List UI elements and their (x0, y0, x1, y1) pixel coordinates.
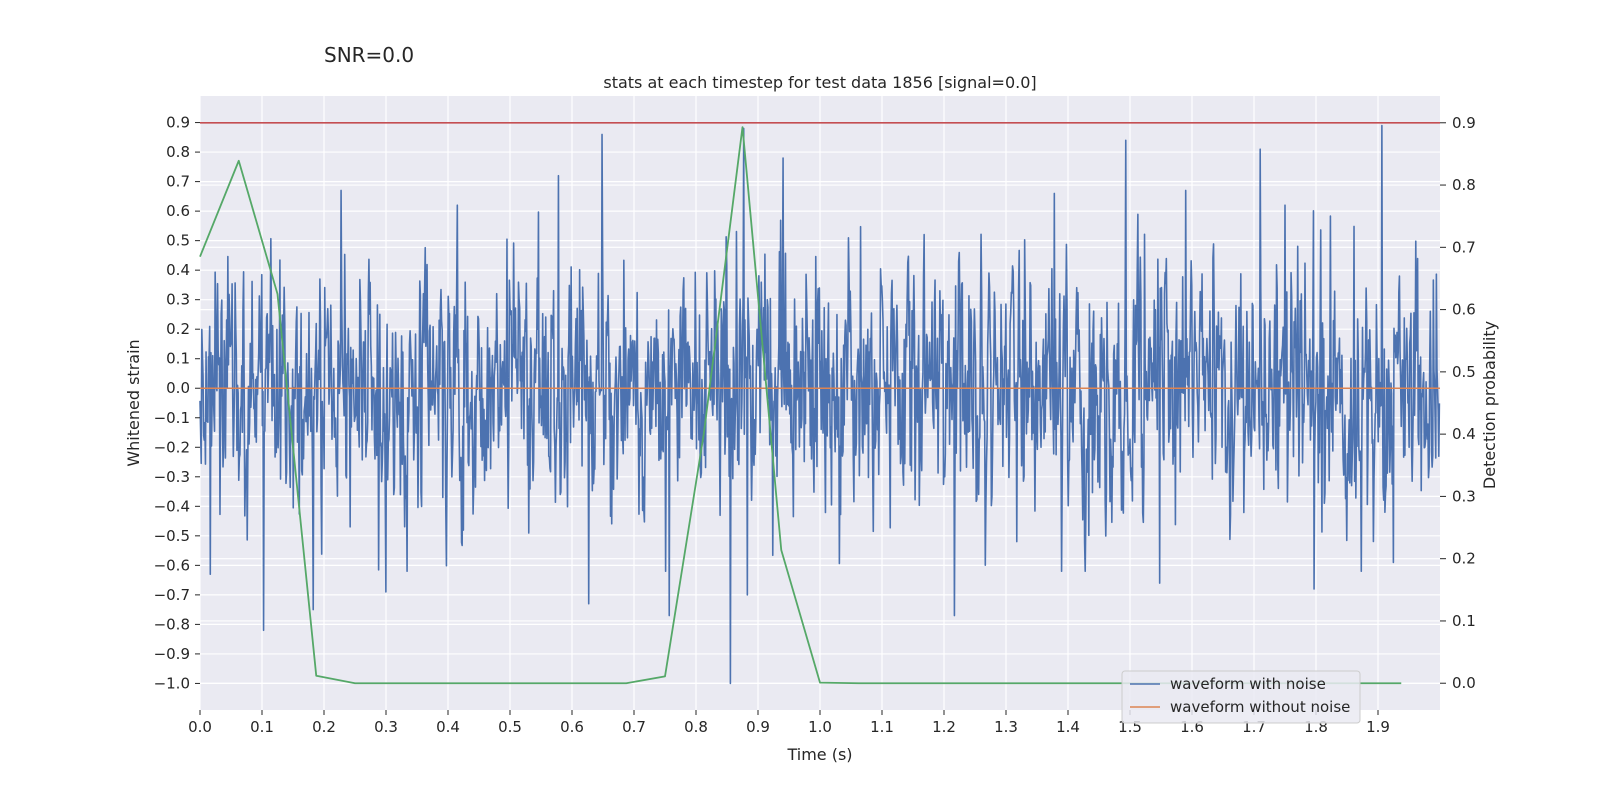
y2-tick-label: 0.5 (1452, 363, 1476, 381)
y-tick-label: −0.7 (154, 586, 190, 604)
y-tick-label: −0.6 (154, 556, 190, 574)
x-tick-label: 1.1 (870, 718, 894, 736)
y-tick-label: 0.8 (166, 143, 190, 161)
figure-suptitle: SNR=0.0 (324, 43, 414, 67)
chart-title: stats at each timestep for test data 185… (603, 73, 1036, 92)
series-waveform-with-noise (199, 124, 1441, 685)
y-axis-ticks: 0.9 0.8 0.7 0.6 0.5 0.4 0.3 0.2 0.1 0.0 −0.1 −0.2 −0… (154, 114, 200, 692)
y-tick-label: −0.3 (154, 468, 190, 486)
x-tick-label: 1.0 (808, 718, 832, 736)
x-tick-label: 0.7 (622, 718, 646, 736)
y2-tick-label: 0.3 (1452, 487, 1476, 505)
x-tick-label: 1.9 (1366, 718, 1390, 736)
x-tick-label: 0.9 (746, 718, 770, 736)
x-tick-label: 1.4 (1056, 718, 1080, 736)
y2-axis-label: Detection probability (1480, 321, 1499, 489)
y-tick-label: 0.5 (166, 232, 190, 250)
y2-tick-label: 0.7 (1452, 238, 1476, 256)
y2-tick-label: 0.1 (1452, 612, 1476, 630)
y-tick-label: −0.9 (154, 645, 190, 663)
y-tick-label: 0.6 (166, 202, 190, 220)
y2-tick-label: 0.0 (1452, 674, 1476, 692)
y-tick-label: 0.9 (166, 114, 190, 132)
x-tick-label: 0.6 (560, 718, 584, 736)
y-tick-label: −0.2 (154, 438, 190, 456)
y2-tick-label: 0.8 (1452, 176, 1476, 194)
x-tick-label: 0.0 (188, 718, 212, 736)
legend-label-clean: waveform without noise (1170, 698, 1350, 716)
x-tick-label: 0.4 (436, 718, 460, 736)
y2-axis-ticks: 0.9 0.8 0.7 0.6 0.5 0.4 0.3 0.2 0.1 0.0 (1440, 114, 1476, 692)
y-tick-label: −0.8 (154, 615, 190, 633)
y2-tick-label: 0.6 (1452, 301, 1476, 319)
y2-tick-label: 0.2 (1452, 550, 1476, 568)
y2-tick-label: 0.9 (1452, 114, 1476, 132)
x-tick-label: 0.1 (250, 718, 274, 736)
x-tick-label: 0.5 (498, 718, 522, 736)
y-tick-label: −0.5 (154, 527, 190, 545)
y-tick-label: −1.0 (154, 674, 190, 692)
x-tick-label: 0.3 (374, 718, 398, 736)
legend-label-noise: waveform with noise (1170, 675, 1326, 693)
y-tick-label: −0.4 (154, 497, 190, 515)
y-tick-label: 0.4 (166, 261, 190, 279)
y-tick-label: 0.7 (166, 173, 190, 191)
y2-tick-label: 0.4 (1452, 425, 1476, 443)
x-tick-label: 0.8 (684, 718, 708, 736)
series-line-waveform-with-noise (199, 124, 1441, 685)
legend-box (1121, 670, 1361, 724)
y-tick-label: 0.3 (166, 291, 190, 309)
y-axis-label: Whitened strain (124, 339, 143, 466)
y-tick-label: 0.1 (166, 350, 190, 368)
x-tick-label: 1.3 (994, 718, 1018, 736)
grid-lines (199, 96, 1440, 710)
x-axis-ticks: 0.0 0.1 0.2 0.3 0.4 0.5 0.6 0.7 0.8 0.9 1.0 1.1 1.2 1… (188, 710, 1390, 736)
legend: waveform with noise waveform without noi… (1121, 670, 1361, 724)
y-tick-label: 0.2 (166, 320, 190, 338)
x-tick-label: 1.2 (932, 718, 956, 736)
y-tick-label: −0.1 (154, 409, 190, 427)
y-tick-label: 0.0 (166, 379, 190, 397)
x-axis-label: Time (s) (786, 745, 852, 764)
x-tick-label: 0.2 (312, 718, 336, 736)
